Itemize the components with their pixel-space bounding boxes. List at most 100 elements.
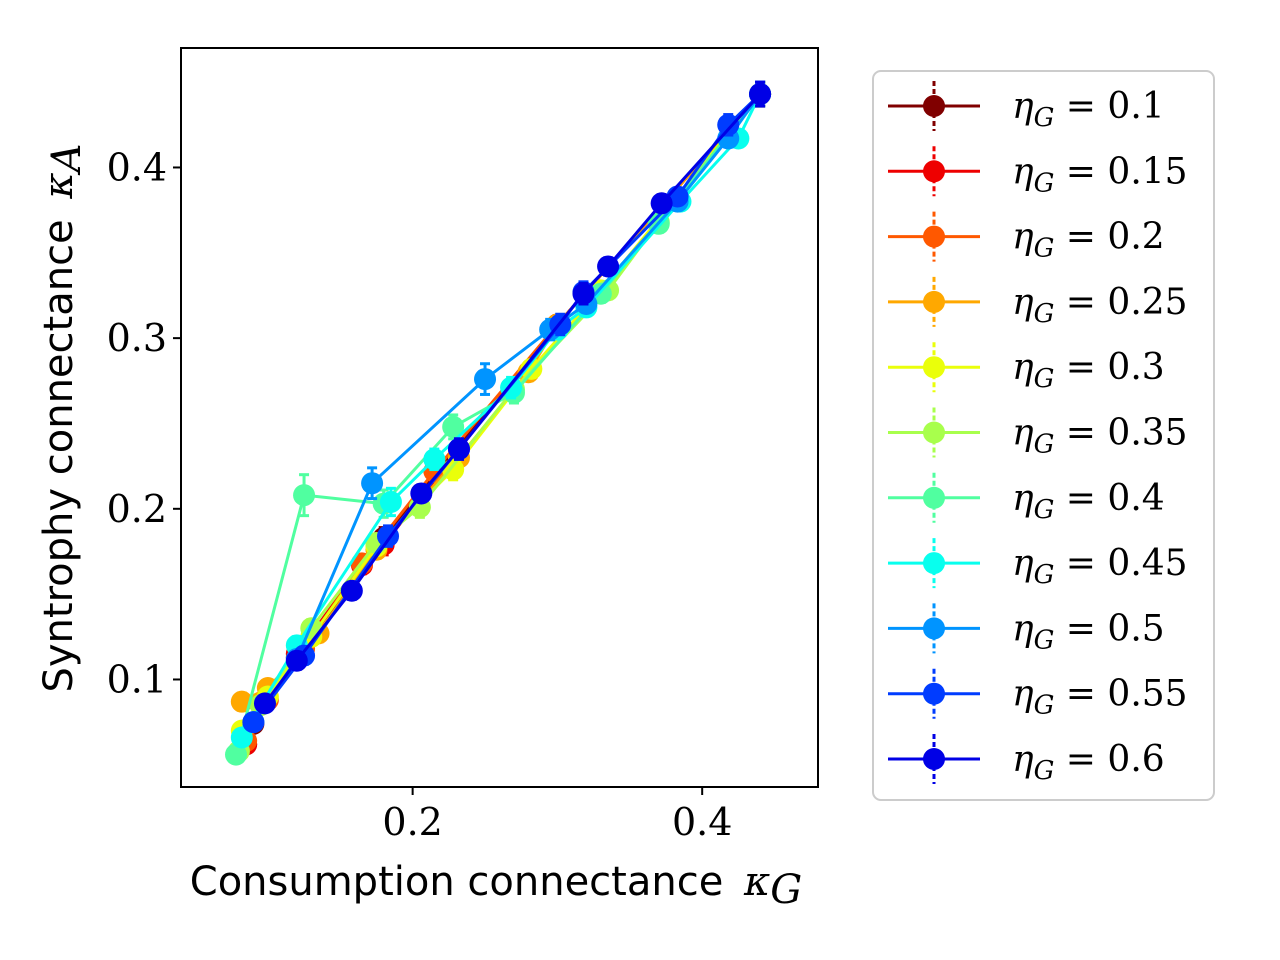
legend-label: ηG = 0.45 bbox=[1012, 543, 1188, 590]
legend-item-1: ηG = 0.1 bbox=[888, 81, 1165, 133]
x-axis-label-text: Consumption connectance bbox=[190, 859, 724, 905]
legend-item-2: ηG = 0.15 bbox=[888, 146, 1188, 198]
legend-label-symbol: η bbox=[1012, 413, 1034, 454]
y-axis-label-text: Syntrophy connectance bbox=[36, 219, 82, 692]
legend-item-10: ηG = 0.55 bbox=[888, 668, 1188, 721]
legend-marker bbox=[923, 486, 945, 509]
data-point bbox=[474, 368, 497, 391]
legend-marker bbox=[923, 290, 945, 313]
legend-marker bbox=[923, 160, 945, 183]
legend-label-sub: G bbox=[1034, 103, 1055, 133]
legend-label-value: = 0.55 bbox=[1054, 674, 1187, 715]
y-axis-symbol: κ bbox=[36, 172, 82, 199]
legend-label-value: = 0.1 bbox=[1054, 86, 1164, 127]
legend-label-value: = 0.5 bbox=[1054, 608, 1164, 649]
data-point bbox=[225, 743, 248, 766]
legend-label-sub: G bbox=[1034, 691, 1055, 721]
legend-label: ηG = 0.15 bbox=[1012, 151, 1188, 198]
legend-marker bbox=[923, 617, 945, 640]
legend-label-sub: G bbox=[1034, 234, 1055, 264]
data-point bbox=[423, 448, 446, 471]
x-axis-symbol: κ bbox=[743, 859, 770, 905]
legend-marker bbox=[923, 225, 945, 248]
y-tick-label: 0.4 bbox=[107, 145, 167, 189]
plot-frame bbox=[180, 47, 819, 788]
legend-label: ηG = 0.6 bbox=[1012, 739, 1165, 786]
legend-label-symbol: η bbox=[1012, 478, 1034, 519]
legend-label-symbol: η bbox=[1012, 739, 1034, 780]
data-point bbox=[572, 282, 595, 305]
legend-item-5: ηG = 0.3 bbox=[888, 342, 1165, 394]
data-point bbox=[230, 726, 253, 749]
legend-item-9: ηG = 0.5 bbox=[888, 603, 1165, 655]
legend-item-6: ηG = 0.35 bbox=[888, 407, 1188, 460]
legend-label-symbol: η bbox=[1012, 86, 1034, 127]
legend-label-value: = 0.4 bbox=[1054, 478, 1164, 519]
y-tick-label: 0.2 bbox=[107, 487, 167, 531]
legend-label-symbol: η bbox=[1012, 608, 1034, 649]
legend-label: ηG = 0.4 bbox=[1012, 478, 1165, 525]
legend-label-symbol: η bbox=[1012, 151, 1034, 192]
legend-item-3: ηG = 0.2 bbox=[888, 211, 1165, 264]
legend-label-sub: G bbox=[1034, 430, 1055, 460]
legend-marker bbox=[923, 95, 945, 117]
legend-label-value: = 0.3 bbox=[1054, 347, 1164, 388]
data-point bbox=[597, 255, 620, 278]
x-tick-label: 0.2 bbox=[382, 800, 442, 844]
plot-area bbox=[181, 48, 818, 787]
legend-marker bbox=[923, 356, 945, 379]
legend-marker bbox=[923, 748, 945, 770]
legend-label-sub: G bbox=[1034, 299, 1055, 329]
legend-marker bbox=[923, 682, 945, 705]
y-tick-label: 0.1 bbox=[107, 657, 167, 701]
legend-label-symbol: η bbox=[1012, 282, 1034, 323]
legend-label-sub: G bbox=[1034, 625, 1055, 655]
y-axis-symbol-sub: A bbox=[44, 143, 90, 176]
legend-label: ηG = 0.5 bbox=[1012, 608, 1165, 655]
x-tick-label: 0.4 bbox=[672, 800, 732, 844]
legend-label: ηG = 0.25 bbox=[1012, 282, 1188, 329]
legend-label-sub: G bbox=[1034, 495, 1055, 525]
x-axis-symbol-sub: G bbox=[770, 867, 802, 913]
y-axis-label: Syntrophy connectance κA bbox=[36, 143, 90, 692]
data-point bbox=[285, 649, 308, 672]
data-point bbox=[340, 579, 363, 602]
data-point bbox=[447, 438, 470, 461]
legend-label-sub: G bbox=[1034, 756, 1055, 786]
legend-item-11: ηG = 0.6 bbox=[888, 734, 1165, 786]
legend-label-sub: G bbox=[1034, 168, 1055, 198]
data-point bbox=[442, 415, 465, 438]
series-marks bbox=[225, 80, 772, 766]
data-point bbox=[650, 192, 673, 215]
legend-item-7: ηG = 0.4 bbox=[888, 472, 1165, 525]
x-axis: 0.2 0.4 bbox=[382, 787, 732, 844]
legend-label-value: = 0.25 bbox=[1054, 282, 1187, 323]
legend-label-value: = 0.15 bbox=[1054, 151, 1187, 192]
legend-label-value: = 0.35 bbox=[1054, 413, 1187, 454]
legend-label-value: = 0.6 bbox=[1054, 739, 1164, 780]
legend-label-value: = 0.45 bbox=[1054, 543, 1187, 584]
data-point bbox=[293, 484, 316, 507]
data-point bbox=[410, 482, 433, 505]
data-point bbox=[253, 692, 276, 715]
legend-marker bbox=[923, 421, 945, 444]
legend-frame bbox=[872, 70, 1215, 801]
data-point bbox=[361, 472, 384, 495]
y-tick-label: 0.3 bbox=[107, 316, 167, 360]
legend-item-4: ηG = 0.25 bbox=[888, 276, 1188, 329]
legend-label: ηG = 0.2 bbox=[1012, 217, 1165, 264]
legend-label-sub: G bbox=[1034, 364, 1055, 394]
legend-label-symbol: η bbox=[1012, 217, 1034, 258]
legend-label-symbol: η bbox=[1012, 347, 1034, 388]
data-point bbox=[379, 490, 402, 513]
legend-marker bbox=[923, 552, 945, 575]
legend-label: ηG = 0.1 bbox=[1012, 86, 1165, 133]
legend-label-symbol: η bbox=[1012, 543, 1034, 584]
series-11 bbox=[253, 80, 772, 715]
legend-label: ηG = 0.55 bbox=[1012, 674, 1188, 721]
data-point bbox=[242, 711, 265, 734]
legend-label-sub: G bbox=[1034, 560, 1055, 590]
y-axis: 0.1 0.2 0.3 0.4 bbox=[107, 145, 181, 701]
